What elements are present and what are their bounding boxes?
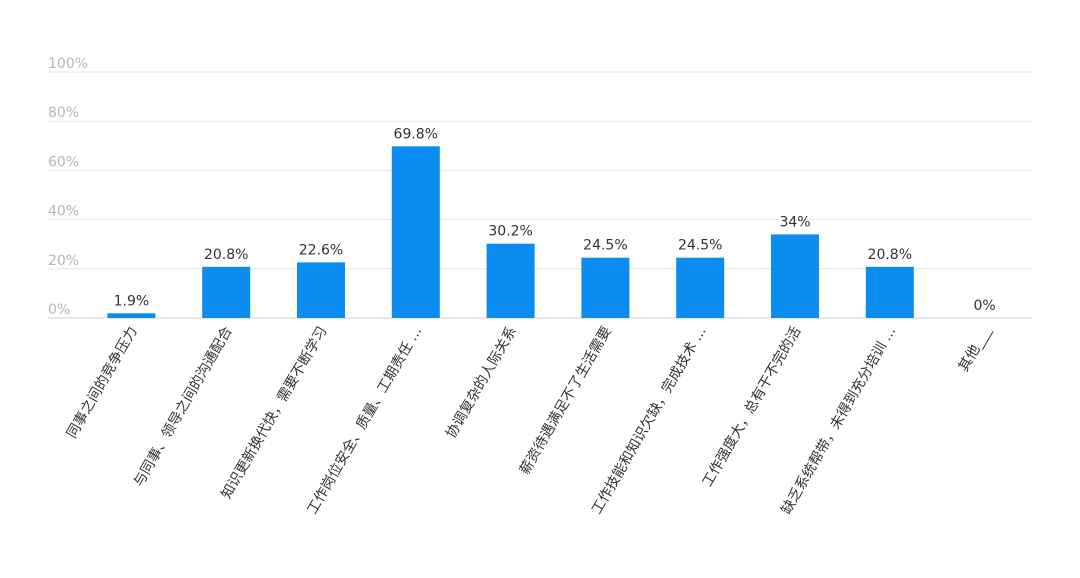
bar xyxy=(107,313,156,318)
x-axis: 同事之间的竞争压力与同事、领导之间的沟通配合知识更新换代快，需要不断学习工作岗位… xyxy=(63,323,994,517)
bar xyxy=(297,262,345,318)
bar xyxy=(581,257,630,318)
data-labels: 1.9% 20.8% 22.6% 69.8% 30.2% 24.5% 24.5% 34% 20.… xyxy=(114,126,996,314)
data-label: 0% xyxy=(973,298,995,314)
bar xyxy=(865,266,914,318)
data-label: 24.5% xyxy=(583,238,627,254)
data-label: 1.9% xyxy=(114,293,150,309)
x-tick-label: 薪资待遇满足不了生活需要 xyxy=(517,324,615,477)
x-tick-label: 工作技能和知识欠缺，完成技术 ... xyxy=(588,324,710,518)
data-label: 69.8% xyxy=(394,126,438,142)
data-label: 34% xyxy=(779,214,810,230)
data-label: 24.5% xyxy=(678,238,722,254)
x-tick-label: 缺乏系统帮带，未得到充分培训 ... xyxy=(778,324,900,518)
y-tick-label: 60% xyxy=(48,154,79,170)
data-label: 20.8% xyxy=(204,247,248,263)
x-tick-label: 工作强度大，总有干不完的活 xyxy=(700,324,805,490)
data-label: 20.8% xyxy=(868,247,912,263)
bars xyxy=(107,146,914,318)
x-tick-label: 与同事、领导之间的沟通配合 xyxy=(131,324,236,490)
y-tick-label: 80% xyxy=(48,105,79,121)
y-tick-label: 100% xyxy=(48,56,88,72)
x-tick-label: 工作岗位安全、质量、工期责任 ... xyxy=(304,324,426,518)
data-label: 30.2% xyxy=(488,224,532,240)
data-label: 22.6% xyxy=(299,242,343,258)
bar xyxy=(202,266,251,318)
y-tick-label: 0% xyxy=(48,302,70,318)
y-tick-label: 20% xyxy=(48,253,79,269)
x-tick-label: 同事之间的竞争压力 xyxy=(63,324,141,442)
bar xyxy=(486,243,535,318)
bar xyxy=(676,257,725,318)
x-tick-label: 其他___ xyxy=(956,323,995,374)
bar xyxy=(771,234,819,318)
y-tick-label: 40% xyxy=(48,204,79,220)
x-tick-label: 协调复杂的人际关系 xyxy=(442,324,520,442)
bar xyxy=(391,146,440,318)
x-tick-label: 知识更新换代快，需要不断学习 xyxy=(218,324,331,502)
y-axis: 0% 20% 40% 60% 80% 100% xyxy=(48,56,88,318)
